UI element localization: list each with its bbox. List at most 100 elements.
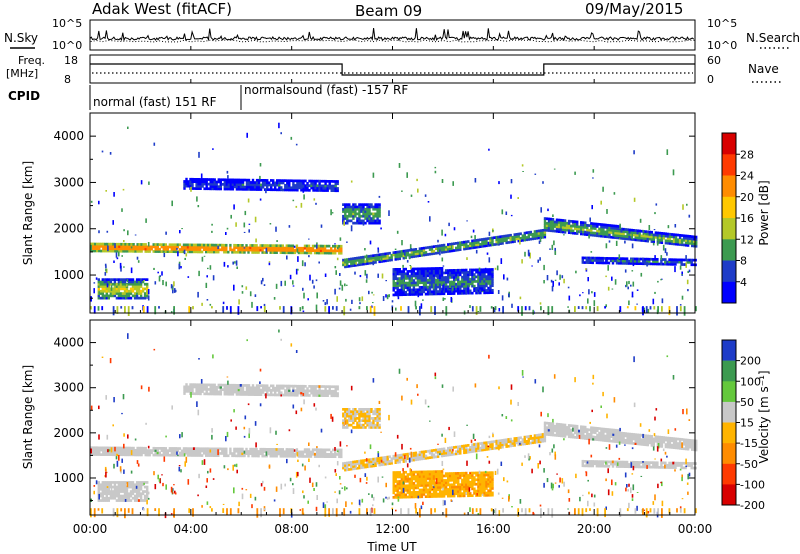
power-cell [302,184,305,187]
power-scatter-dot [178,263,181,270]
power-cell [90,249,93,253]
power-cell [268,183,271,187]
power-cell [96,242,99,246]
power-cell [380,253,383,256]
power-scatter-dot [488,148,490,151]
power-cell [378,258,381,261]
power-cell [296,179,299,183]
velocity-cell [497,439,500,443]
velocity-cell [432,490,436,494]
power-scatter-dot [442,284,444,291]
power-cell [453,280,456,284]
power-cell [547,229,551,232]
power-cell [678,238,682,242]
power-cell [156,247,159,251]
velocity-cell [491,447,494,450]
power-cell [406,270,409,273]
power-cell [598,234,601,238]
velocity-cell [444,485,448,489]
power-cell [422,272,426,275]
power-cell [483,279,486,283]
power-cell [398,279,401,283]
velocity-cell [280,391,283,395]
velocity-cell [183,390,186,393]
velocity-cell [438,490,442,494]
power-cell [611,261,615,265]
power-cell [272,181,275,185]
velocity-cell [348,419,351,422]
power-cell [243,178,247,182]
power-scatter-dot [510,214,513,217]
velocity-cell [286,389,289,392]
power-cell [255,181,259,184]
velocity-cell [139,492,143,496]
power-cell [420,290,424,294]
velocity-cell [182,449,186,453]
power-cell [112,247,115,251]
power-cell [318,186,321,190]
power-scatter-dot [90,296,92,302]
power-scatter-dot [130,267,133,274]
power-cell [465,245,468,248]
power-cell [330,247,333,250]
power-cell [160,245,163,249]
power-cell [461,241,464,244]
power-cell [284,184,287,187]
power-scatter-dot [547,208,549,212]
power-cell [253,246,256,250]
velocity-cell [424,495,428,498]
velocity-cell [358,464,361,468]
velocity-cell [404,489,407,492]
velocity-cell [121,496,125,500]
power-cell [102,247,105,251]
power-cell [197,178,200,181]
velocity-cell [94,448,97,452]
power-cell [292,181,295,185]
power-scatter-dot [268,262,271,266]
freq-tick-high: 18 [64,54,78,67]
velocity-cell [201,388,204,391]
power-cell [119,285,123,288]
velocity-cell [332,455,335,458]
power-cell [109,294,113,298]
power-cell [513,240,516,243]
power-cell [334,182,337,186]
power-cell [610,235,613,239]
power-cell [499,240,502,243]
velocity-cell [543,437,547,441]
power-scatter-dot [211,223,213,226]
power-cell [505,236,508,240]
power-cell [680,258,683,262]
power-cell [298,181,301,185]
power-cell [392,288,395,292]
power-cell [430,245,434,249]
velocity-cell [471,443,474,447]
power-cell [123,280,127,284]
velocity-cell [190,447,194,450]
velocity-cell [374,457,377,461]
power-cell [595,259,599,262]
power-cell [451,285,454,288]
velocity-cell [107,487,110,491]
power-cell [342,214,345,218]
power-cell [670,258,673,261]
power-cell [447,273,450,277]
power-cell [612,229,615,232]
velocity-cell [98,453,101,456]
velocity-cell [275,450,278,453]
velocity-cell [294,393,297,397]
power-cell [623,259,627,263]
velocity-cell [102,451,105,454]
power-cell [438,244,442,248]
colorbar-tick-label: 8 [740,255,747,268]
power-cell [426,271,430,275]
velocity-cell [402,460,405,463]
velocity-cell [200,449,204,453]
velocity-cell [350,412,353,416]
power-scatter-dot [372,260,375,266]
velocity-cell [306,387,309,390]
velocity-cell [440,485,444,489]
power-cell [619,259,623,263]
power-scatter-dot [315,202,317,205]
power-cell [189,177,192,181]
